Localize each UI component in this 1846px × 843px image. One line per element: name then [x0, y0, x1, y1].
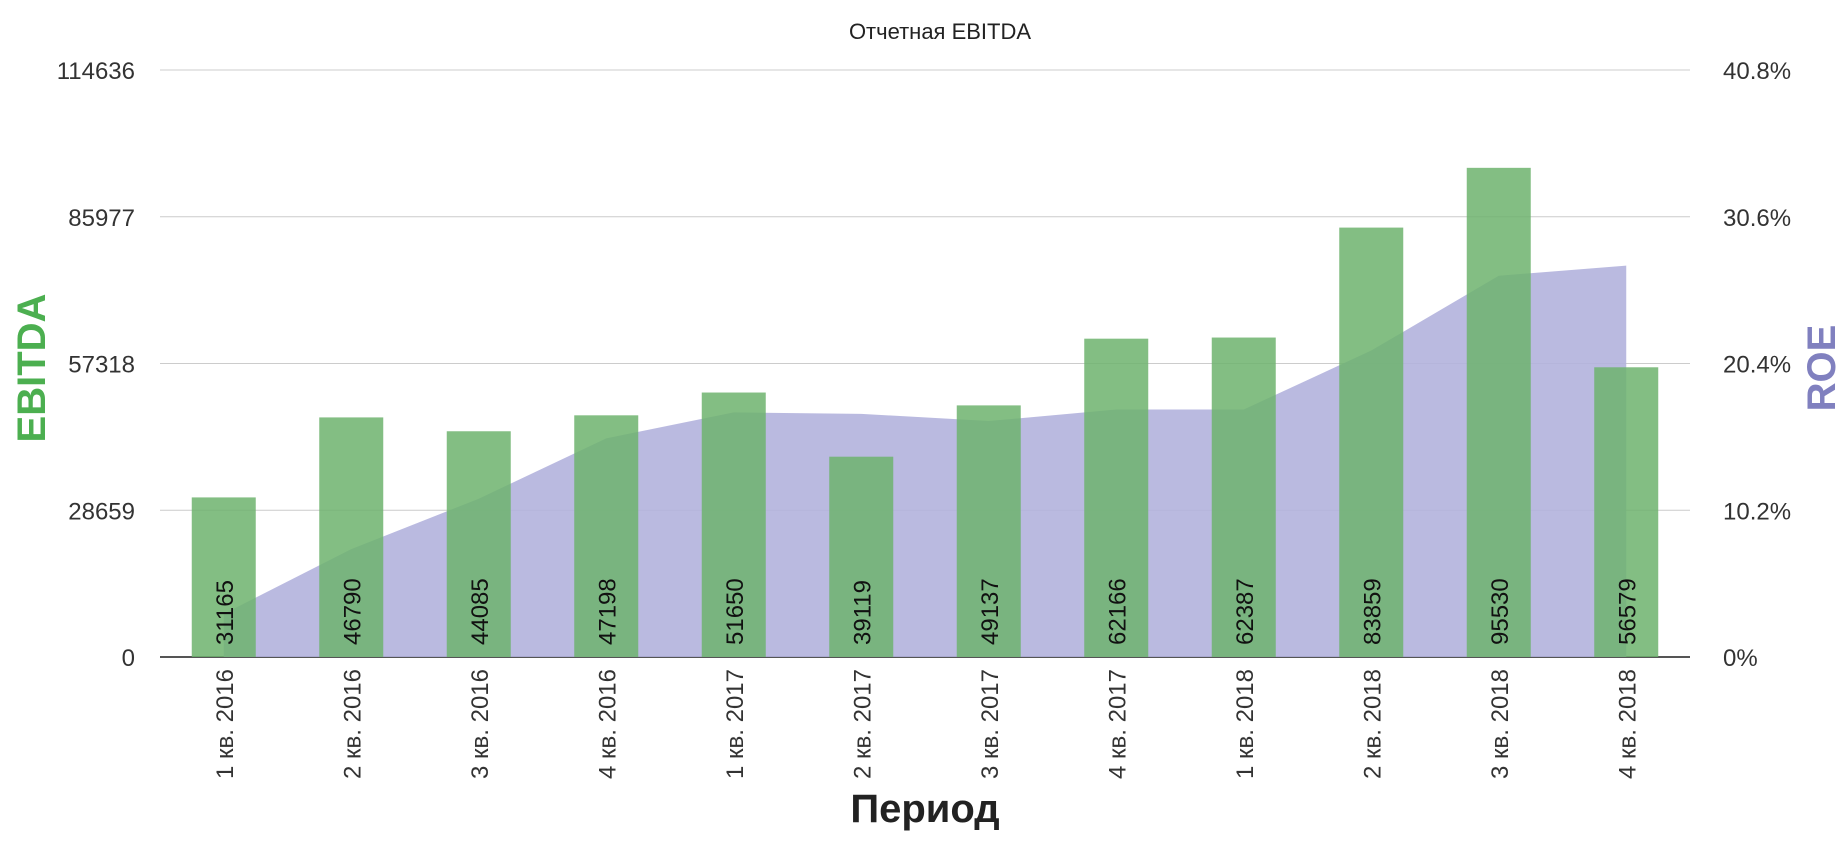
- ebitda-bar[interactable]: [701, 392, 766, 657]
- ebitda-bar[interactable]: [574, 415, 639, 657]
- ebitda-bar[interactable]: [191, 497, 256, 657]
- ebitda-bar[interactable]: [1594, 367, 1659, 657]
- x-tick-label: 3 кв. 2016: [467, 669, 494, 779]
- ebitda-bar[interactable]: [829, 456, 894, 657]
- left-tick-label: 28659: [68, 498, 135, 525]
- left-tick-label: 0: [122, 645, 135, 672]
- ebitda-bar-label: 51650: [722, 578, 749, 645]
- ebitda-bars: [191, 167, 1659, 658]
- ebitda-bar-label: 31165: [212, 580, 239, 645]
- left-tick-label: 57318: [68, 352, 135, 379]
- x-tick-label: 3 кв. 2017: [977, 669, 1004, 779]
- right-tick-label: 40.8%: [1723, 58, 1791, 85]
- roe-area-layer: [223, 265, 1627, 657]
- ebitda-bar[interactable]: [1466, 167, 1531, 658]
- ebitda-bar[interactable]: [956, 405, 1021, 657]
- ebitda-bar[interactable]: [1339, 227, 1404, 657]
- chart-title: Отчетная EBITDA: [849, 19, 1031, 44]
- ebitda-bar[interactable]: [319, 417, 384, 657]
- right-tick-label: 10.2%: [1723, 498, 1791, 525]
- ebitda-bar-label: 46790: [339, 578, 366, 645]
- x-tick-label: 4 кв. 2016: [594, 669, 621, 779]
- x-axis-label: Период: [850, 787, 999, 831]
- ebitda-bar-label: 39119: [849, 580, 876, 645]
- x-tick-label: 2 кв. 2016: [339, 669, 366, 779]
- right-axis-ticks: 0% 10.2% 20.4% 30.6% 40.8%: [1723, 58, 1791, 672]
- x-tick-label: 1 кв. 2017: [722, 669, 749, 779]
- ebitda-bar-label: 62387: [1232, 578, 1259, 645]
- roe-area: [223, 265, 1627, 657]
- x-tick-label: 1 кв. 2018: [1232, 669, 1259, 779]
- ebitda-bar-label: 62166: [1104, 578, 1131, 645]
- right-axis-label: ROE: [1800, 325, 1844, 412]
- ebitda-bar-label: 83859: [1359, 578, 1386, 645]
- ebitda-bar-label: 44085: [467, 578, 494, 645]
- left-axis-label: EBITDA: [10, 294, 54, 443]
- right-tick-label: 20.4%: [1723, 352, 1791, 379]
- right-tick-label: 0%: [1723, 645, 1758, 672]
- ebitda-bar-label: 56579: [1614, 578, 1641, 645]
- right-tick-label: 30.6%: [1723, 205, 1791, 232]
- x-tick-label: 1 кв. 2016: [212, 669, 239, 779]
- ebitda-bar-label: 47198: [594, 578, 621, 645]
- x-tick-label: 3 кв. 2018: [1487, 669, 1514, 779]
- x-tick-label: 4 кв. 2018: [1614, 669, 1641, 779]
- x-tick-label: 2 кв. 2018: [1359, 669, 1386, 779]
- x-tick-label: 2 кв. 2017: [849, 669, 876, 779]
- left-tick-label: 114636: [57, 58, 135, 85]
- x-axis-ticks: 1 кв. 2016 2 кв. 2016 3 кв. 2016 4 кв. 2016…: [212, 669, 1642, 779]
- x-tick-label: 4 кв. 2017: [1104, 669, 1131, 779]
- ebitda-bar-label: 49137: [977, 578, 1004, 645]
- ebitda-bar[interactable]: [1211, 337, 1276, 657]
- ebitda-bar[interactable]: [446, 431, 511, 657]
- left-tick-label: 85977: [68, 205, 135, 232]
- ebitda-bar[interactable]: [1084, 338, 1149, 657]
- left-axis-ticks: 0 28659 57318 85977 114636: [57, 58, 135, 672]
- ebitda-bar-label: 95530: [1487, 578, 1514, 645]
- ebitda-bar-labels: 31165 46790 44085 47198 51650 39119 49137 62166…: [212, 578, 1642, 645]
